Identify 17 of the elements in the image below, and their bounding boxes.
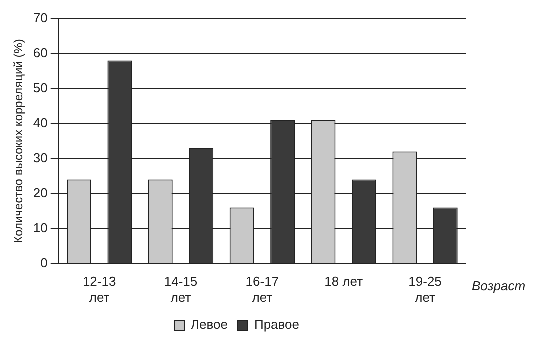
x-tick-label: 18 лет	[324, 274, 364, 290]
legend-label: Левое	[190, 317, 228, 332]
y-tick-label: 10	[33, 220, 48, 236]
x-tick-label: 12-13 лет	[82, 274, 116, 305]
y-tick-label: 70	[33, 10, 48, 26]
x-tick-label: 14-15 лет	[164, 274, 198, 305]
y-tick-label: 50	[33, 80, 48, 96]
y-tick-label: 60	[33, 45, 48, 60]
x-tick-label: 16-17 лет	[246, 274, 280, 305]
x-axis-title: Возраст	[472, 278, 526, 294]
y-tick-label: 40	[33, 115, 48, 130]
y-tick-label: 0	[40, 255, 48, 270]
x-tick-label: 19-25 лет	[408, 274, 442, 305]
y-tick-label: 20	[33, 185, 48, 200]
y-axis-title: Количество высоких корреляций (%)	[12, 39, 26, 244]
legend-label: Правое	[254, 317, 300, 332]
y-tick-label: 30	[33, 150, 48, 166]
